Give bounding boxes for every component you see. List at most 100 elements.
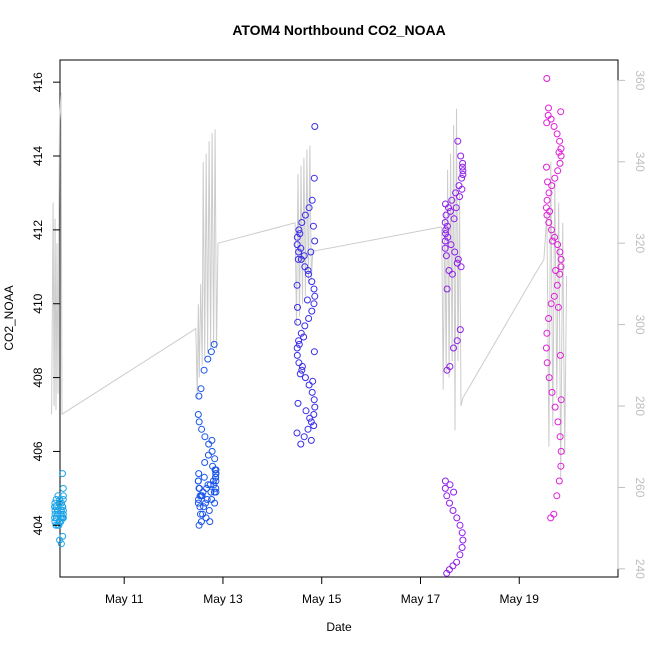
data-point xyxy=(194,499,202,507)
scatter-points-layer xyxy=(51,75,565,577)
data-point xyxy=(197,510,204,518)
y-tick-label: 414 xyxy=(31,146,45,166)
data-point xyxy=(201,459,209,466)
data-point xyxy=(310,411,318,418)
y2-tick-label: 240 xyxy=(633,559,647,579)
data-point xyxy=(305,204,313,212)
data-point xyxy=(59,514,67,522)
data-point xyxy=(550,292,558,300)
data-point xyxy=(308,307,316,315)
data-point xyxy=(303,296,311,304)
data-point xyxy=(304,267,312,274)
x-tick-label: May 11 xyxy=(105,592,144,606)
data-point xyxy=(441,244,449,252)
data-point xyxy=(311,403,319,411)
data-point xyxy=(207,488,215,496)
data-point xyxy=(548,388,556,396)
data-point xyxy=(57,514,65,522)
data-point xyxy=(206,518,214,526)
data-point xyxy=(293,429,301,437)
data-point xyxy=(553,492,561,500)
data-point xyxy=(453,558,461,566)
data-point xyxy=(554,303,562,311)
data-point xyxy=(441,484,449,492)
data-point xyxy=(550,123,558,130)
data-point xyxy=(443,492,451,500)
data-point xyxy=(556,351,564,359)
data-point xyxy=(441,219,449,226)
data-point xyxy=(59,496,67,503)
data-point xyxy=(297,329,305,337)
data-point xyxy=(200,503,208,511)
data-point xyxy=(557,396,565,404)
data-point xyxy=(450,344,457,352)
x-tick-label: May 15 xyxy=(302,592,342,606)
data-point xyxy=(199,510,207,518)
data-point xyxy=(449,507,457,514)
data-point xyxy=(196,503,204,511)
y-axis-left: 404 406 408 410 412 414 416 xyxy=(31,72,60,535)
data-point xyxy=(295,226,303,234)
data-point xyxy=(197,492,205,500)
data-point xyxy=(557,263,565,271)
data-point xyxy=(51,499,59,507)
line-series-path xyxy=(51,92,568,480)
x-axis-label: Date xyxy=(326,620,352,634)
data-point xyxy=(556,248,564,256)
x-tick-label: May 13 xyxy=(203,592,243,606)
data-point xyxy=(555,148,563,156)
data-point xyxy=(212,488,220,496)
data-point xyxy=(545,315,553,322)
data-point xyxy=(298,219,306,226)
data-point xyxy=(307,436,315,444)
data-point xyxy=(557,255,565,263)
data-point xyxy=(551,403,559,411)
data-point xyxy=(458,174,466,182)
data-point xyxy=(208,447,216,455)
data-point xyxy=(555,477,563,485)
data-point xyxy=(310,396,318,404)
data-point xyxy=(306,414,314,422)
data-point xyxy=(457,152,465,160)
data-point xyxy=(204,355,212,363)
data-point xyxy=(195,484,203,492)
data-point xyxy=(442,211,450,219)
data-point xyxy=(300,333,308,341)
data-point xyxy=(311,123,319,130)
data-point xyxy=(309,377,317,385)
data-point xyxy=(197,518,205,526)
data-point xyxy=(305,315,313,322)
y-tick-label: 408 xyxy=(31,367,45,387)
data-point xyxy=(293,241,301,249)
data-point xyxy=(298,363,306,370)
data-point xyxy=(301,374,309,382)
data-point xyxy=(453,337,461,345)
data-point xyxy=(441,477,449,485)
data-point xyxy=(293,281,301,289)
data-point xyxy=(59,484,67,492)
data-point xyxy=(459,171,467,178)
data-point xyxy=(459,167,467,175)
data-point xyxy=(547,300,555,308)
data-point xyxy=(543,196,551,204)
data-point xyxy=(543,329,551,337)
data-point xyxy=(55,499,63,507)
data-point xyxy=(545,374,553,382)
data-point xyxy=(557,447,565,455)
data-point xyxy=(549,237,556,245)
data-point xyxy=(310,422,318,430)
data-point xyxy=(459,536,467,544)
data-point xyxy=(205,507,213,514)
data-point xyxy=(443,285,451,293)
data-point xyxy=(294,255,302,263)
data-point xyxy=(197,385,205,393)
data-point xyxy=(556,159,564,167)
data-point xyxy=(557,108,565,116)
y-tick-label: 406 xyxy=(31,441,45,461)
data-point xyxy=(194,411,202,418)
data-point xyxy=(310,300,318,308)
data-point xyxy=(293,351,301,359)
data-point xyxy=(443,366,451,374)
data-point xyxy=(450,215,458,223)
